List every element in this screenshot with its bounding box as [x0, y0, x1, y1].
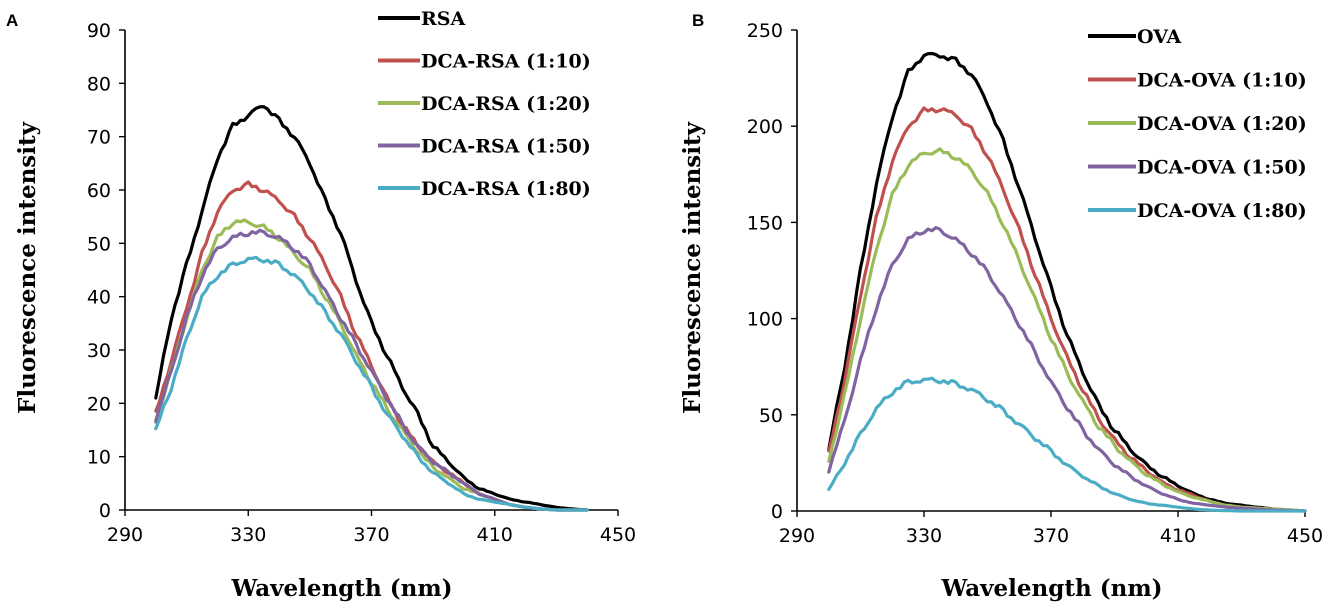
panel-b: B Wavelength (nm) Fluorescence intensity…	[679, 11, 1323, 602]
y-tick-label: 30	[87, 340, 111, 362]
y-tick-label: 10	[87, 447, 111, 469]
x-tick-label: 370	[1033, 525, 1069, 547]
x-tick-label: 330	[906, 525, 942, 547]
legend-label: OVA	[1137, 26, 1181, 48]
x-tick-label: 370	[353, 524, 389, 546]
x-axis-label-b: Wavelength (nm)	[940, 575, 1162, 602]
y-tick-label: 100	[747, 309, 783, 331]
legend-label: DCA-RSA (1:80)	[421, 178, 591, 200]
panel-letter-b: B	[692, 11, 704, 30]
legend-label: DCA-OVA (1:10)	[1137, 70, 1307, 92]
y-tick-label: 50	[87, 233, 111, 255]
legend-label: DCA-RSA (1:10)	[421, 51, 591, 73]
y-tick-label: 200	[747, 116, 783, 138]
legend-label: DCA-OVA (1:50)	[1137, 157, 1307, 179]
x-tick-label: 290	[107, 524, 143, 546]
y-tick-label: 90	[87, 20, 111, 42]
y-tick-label: 150	[747, 212, 783, 234]
series-line	[154, 105, 589, 512]
legend-label: DCA-RSA (1:50)	[421, 136, 591, 158]
legend-label: RSA	[421, 8, 466, 30]
x-tick-label: 410	[477, 524, 513, 546]
y-tick-label: 70	[87, 127, 111, 149]
y-axis-label-b: Fluorescence intensity	[679, 121, 706, 414]
series-line	[154, 255, 589, 512]
series-line	[827, 226, 1307, 513]
y-tick-label: 20	[87, 393, 111, 415]
legend-label: DCA-OVA (1:20)	[1137, 113, 1307, 135]
y-tick-label: 80	[87, 73, 111, 95]
x-tick-label: 290	[779, 525, 815, 547]
series-line	[827, 147, 1307, 513]
panel-a: A Wavelength (nm) Fluorescence intensity…	[6, 8, 636, 602]
x-tick-label: 450	[1287, 525, 1323, 547]
legend-label: DCA-OVA (1:80)	[1137, 200, 1307, 222]
legend-label: DCA-RSA (1:20)	[421, 93, 591, 115]
y-tick-label: 0	[99, 500, 111, 522]
series-line	[827, 376, 1307, 513]
x-tick-label: 330	[230, 524, 266, 546]
y-tick-label: 40	[87, 287, 111, 309]
y-tick-label: 0	[771, 501, 783, 523]
panel-letter-a: A	[6, 11, 18, 30]
series-line	[154, 180, 589, 512]
x-tick-label: 450	[600, 524, 636, 546]
series-line	[827, 51, 1307, 513]
y-tick-label: 60	[87, 180, 111, 202]
x-tick-label: 410	[1160, 525, 1196, 547]
y-axis-label-a: Fluorescence intensity	[14, 121, 41, 414]
x-axis-label-a: Wavelength (nm)	[230, 575, 452, 602]
y-tick-label: 250	[747, 20, 783, 42]
y-tick-label: 50	[759, 405, 783, 427]
